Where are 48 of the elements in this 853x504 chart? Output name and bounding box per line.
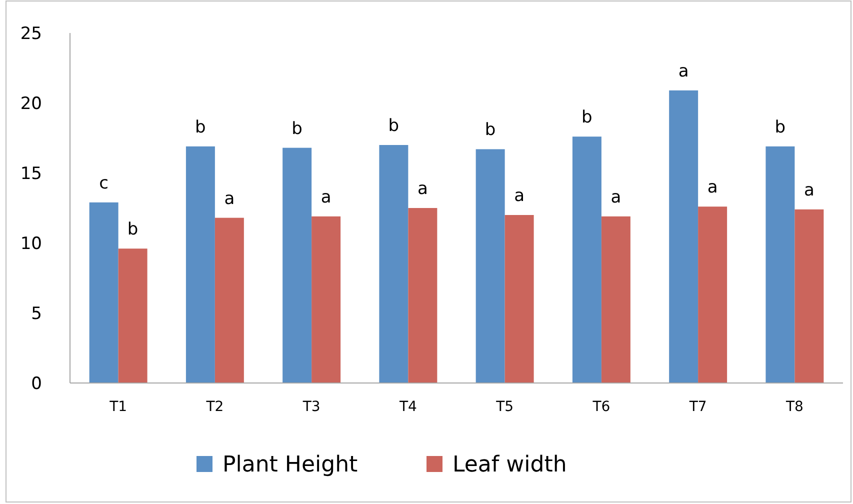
bar: [698, 206, 728, 383]
bar: [504, 215, 534, 383]
bar: [476, 149, 505, 383]
annotation: a: [320, 187, 332, 208]
annotation: b: [292, 118, 302, 139]
bar: [572, 136, 602, 383]
annotation: a: [804, 180, 814, 200]
annotation: b: [127, 220, 138, 240]
legend-label: Leaf width: [452, 452, 567, 478]
y-tick-label: 20: [20, 94, 42, 114]
annotation: b: [195, 117, 206, 138]
bar: [89, 202, 118, 383]
annotation: c: [99, 173, 108, 194]
bar: [669, 90, 698, 383]
bar: [766, 146, 795, 383]
bar: [282, 148, 312, 383]
y-tick-label: 25: [20, 24, 42, 44]
bar: [601, 216, 630, 383]
x-tick-label: T4: [398, 399, 418, 415]
annotation: a: [514, 186, 525, 206]
bar: [408, 208, 438, 383]
y-tick-label: 15: [20, 164, 42, 184]
x-tick-label: T1: [108, 399, 128, 415]
annotation: a: [678, 61, 689, 82]
annotation: a: [417, 179, 428, 199]
bar: [118, 248, 148, 383]
x-tick-label: T3: [302, 399, 320, 415]
annotation: a: [224, 188, 235, 209]
legend-label: Plant Height: [222, 452, 358, 478]
y-tick-label: 0: [31, 374, 42, 394]
bar: [794, 209, 824, 383]
bar: [312, 216, 341, 383]
bar: [186, 146, 215, 383]
annotation: a: [610, 187, 622, 208]
x-tick-label: T5: [495, 399, 514, 415]
annotation: b: [484, 120, 496, 140]
bar: [214, 218, 244, 383]
bar: [379, 145, 408, 383]
x-tick-label: T7: [688, 399, 707, 415]
x-tick-label: T8: [784, 399, 804, 415]
y-tick-label: 10: [20, 234, 42, 254]
annotation: b: [388, 116, 400, 136]
y-tick-label: 5: [31, 304, 42, 324]
x-tick-label: T2: [205, 399, 224, 415]
annotation: b: [774, 117, 786, 138]
annotation: a: [707, 178, 718, 198]
x-tick-label: T6: [592, 399, 610, 415]
annotation: b: [582, 108, 592, 128]
